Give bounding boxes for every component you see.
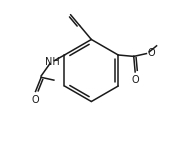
Text: O: O xyxy=(131,75,139,85)
Text: O: O xyxy=(148,48,155,58)
Text: NH: NH xyxy=(45,57,60,67)
Text: O: O xyxy=(32,95,39,105)
